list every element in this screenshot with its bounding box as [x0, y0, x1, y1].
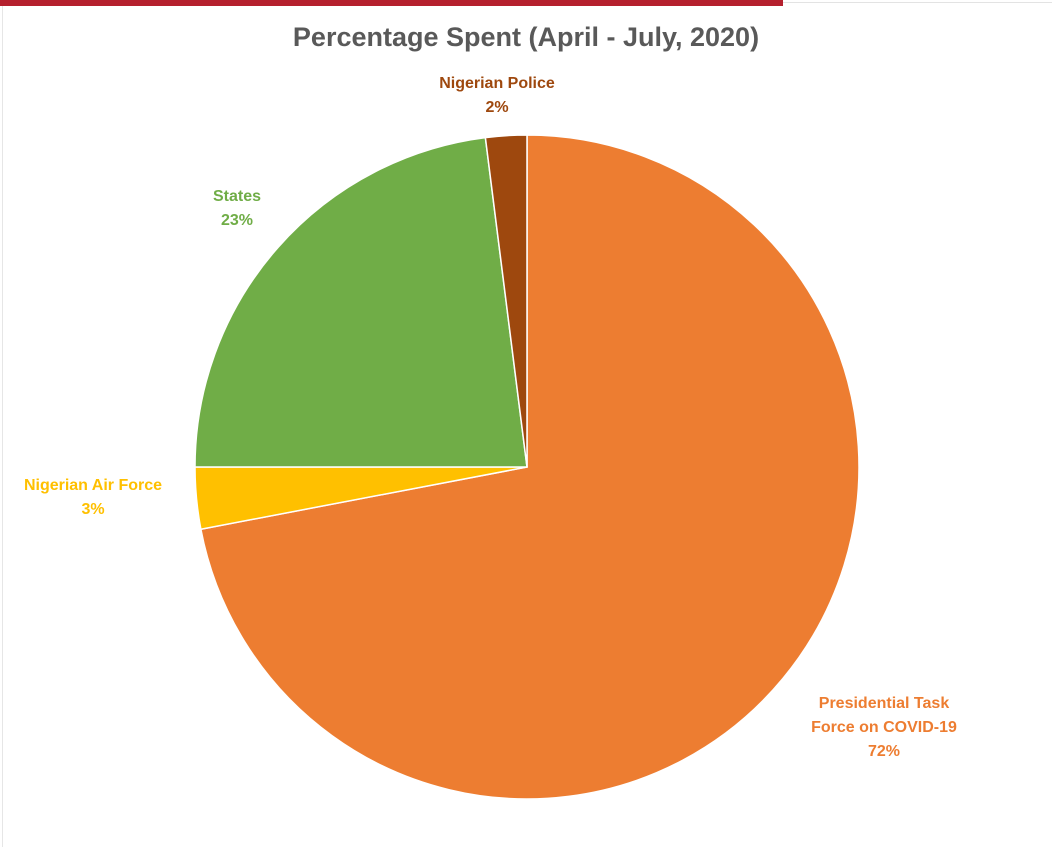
left-border: [2, 6, 3, 847]
data-label-states: States 23%: [213, 188, 261, 229]
data-label-category: Nigerian Air Force: [24, 477, 162, 494]
header-divider: [783, 2, 1052, 3]
pie-slice-states: [194, 136, 528, 468]
data-label-nigerian-air-force: Nigerian Air Force 3%: [24, 477, 162, 518]
data-label-category: Nigerian Police: [439, 75, 555, 92]
data-label-value: 2%: [485, 99, 508, 116]
pie-slice-nigerian-police: [484, 134, 528, 468]
data-label-value: 72%: [868, 743, 900, 760]
data-label-nigerian-police: Nigerian Police 2%: [439, 75, 555, 116]
data-label-category: Force on COVID-19: [811, 719, 957, 736]
data-label-category: Presidential Task: [819, 695, 950, 712]
data-label-category: States: [213, 188, 261, 205]
data-label-presidential-task-force-on-covid-19: Presidential Task Force on COVID-19 72%: [811, 695, 957, 760]
data-label-value: 23%: [221, 212, 253, 229]
chart-title: Percentage Spent (April - July, 2020): [292, 22, 760, 52]
header-accent-bar: [0, 0, 783, 6]
pie-slice-presidential-task-force-on-covid-19: [200, 134, 860, 800]
data-label-value: 3%: [81, 501, 104, 518]
